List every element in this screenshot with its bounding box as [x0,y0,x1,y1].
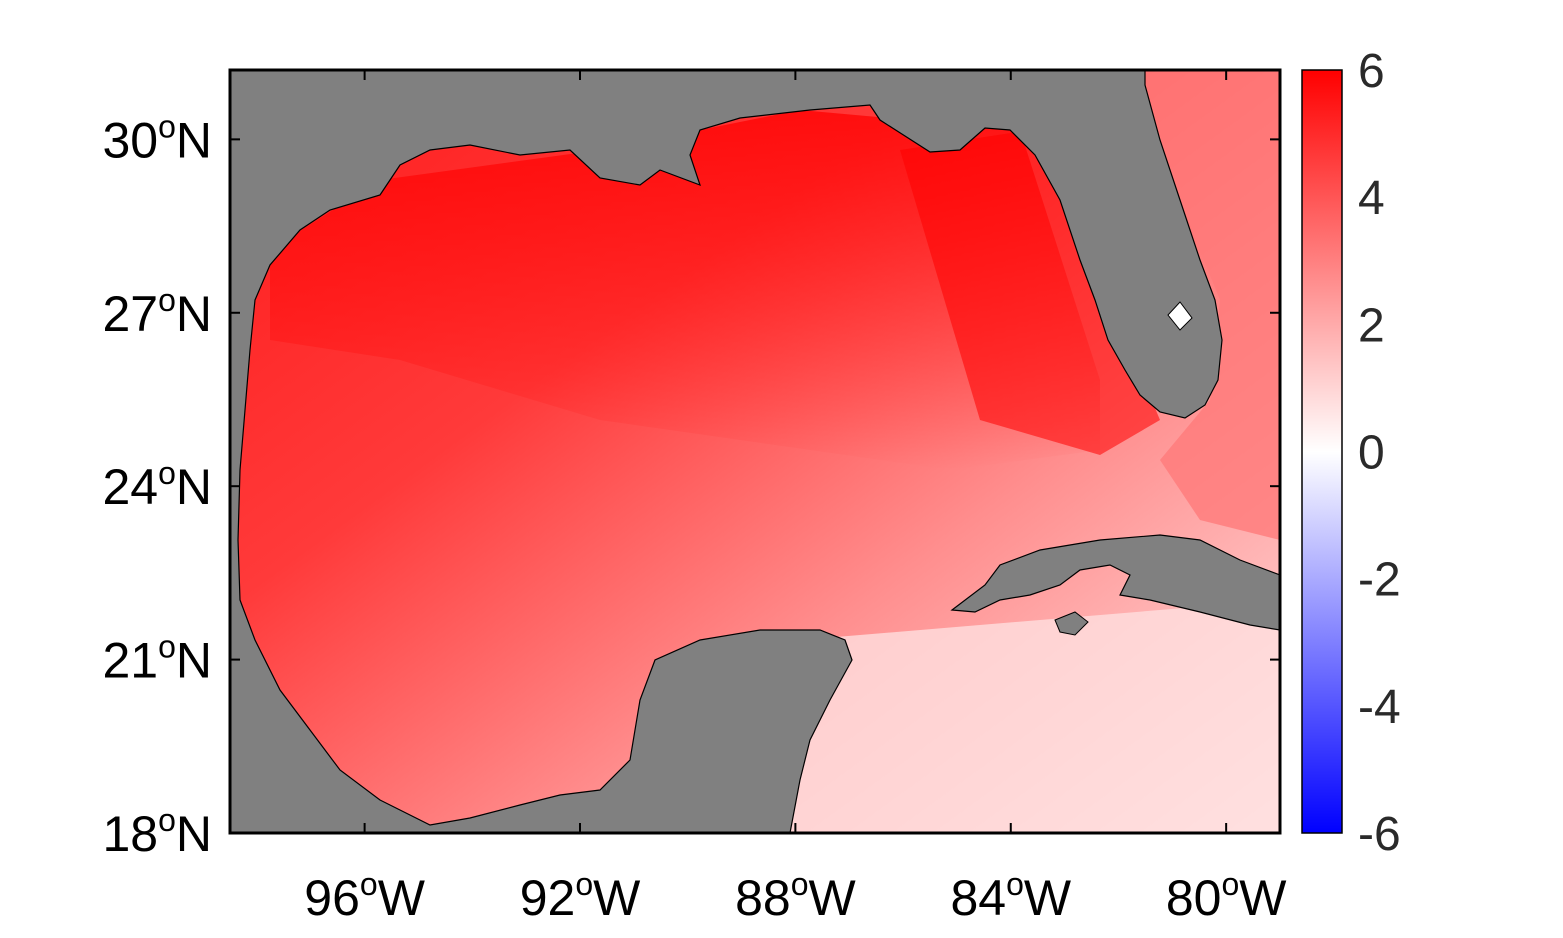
lon-tick-label: 92oW [520,866,641,926]
lat-tick-label: 18oN [102,802,212,862]
lat-tick-label-degrees: 18 [102,806,158,862]
lon-tick-label-hemisphere: W [1239,870,1287,926]
lon-tick-label-degree-symbol: o [1221,866,1239,902]
lat-tick-label: 21oN [102,629,212,689]
caribbean-field [790,600,1280,833]
northern-gulf-intensity [270,110,1100,470]
lon-tick-label-degrees: 96 [304,870,360,926]
lat-tick-label-degrees: 27 [102,286,158,342]
lat-tick-label-degree-symbol: o [158,455,176,491]
lat-tick-label-degrees: 30 [102,112,158,168]
lat-tick-label-degree-symbol: o [158,802,176,838]
lon-tick-label-degree-symbol: o [575,866,593,902]
colorbar: 6 4 2 0 -2 -4 -6 [1301,45,1401,861]
lat-tick-label-hemisphere: N [176,459,212,515]
colorbar-gradient [1301,69,1343,834]
lat-tick-label-hemisphere: N [176,633,212,689]
lon-tick-label: 88oW [735,866,856,926]
lon-tick-label-hemisphere: W [593,870,641,926]
lat-tick-label: 27oN [102,282,212,342]
colorbar-tick-label: -6 [1358,808,1401,861]
lon-tick-label-degree-symbol: o [791,866,809,902]
eastern-shelf-intensity [900,130,1160,455]
lon-tick-label: 84oW [950,866,1071,926]
lat-tick-label-degree-symbol: o [158,282,176,318]
lat-tick-label-degree-symbol: o [158,629,176,665]
lat-tick-label: 30oN [102,108,212,168]
lon-tick-label-degrees: 80 [1166,870,1222,926]
lat-tick-label: 24oN [102,455,212,515]
land-isla-juventud [1054,611,1089,636]
colorbar-tick-label: 4 [1358,172,1385,225]
land-cuba [950,534,1280,631]
lat-tick-label-degree-symbol: o [158,108,176,144]
lat-tick-label-degrees: 24 [102,459,158,515]
lon-tick-label-hemisphere: W [1024,870,1072,926]
lat-tick-label-hemisphere: N [176,112,212,168]
atlantic-field [1145,70,1280,540]
lon-tick-label-hemisphere: W [808,870,856,926]
land-lake-okeechobee [1167,301,1193,331]
lon-tick-label-degree-symbol: o [1006,866,1024,902]
lon-tick-label-degrees: 84 [950,870,1006,926]
colorbar-labels: 6 4 2 0 -2 -4 -6 [1358,45,1401,861]
lat-tick-label-hemisphere: N [176,806,212,862]
colorbar-tick-label: 2 [1358,299,1385,352]
colorbar-tick-label: -4 [1358,681,1401,734]
colorbar-tick-label: 0 [1358,427,1385,480]
lon-tick-label: 96oW [304,866,425,926]
lat-tick-label-degrees: 21 [102,633,158,689]
lon-tick-label-degree-symbol: o [360,866,378,902]
map-axes [230,70,1280,833]
lat-tick-label-hemisphere: N [176,286,212,342]
lon-tick-label-degrees: 92 [520,870,576,926]
lon-tick-label-hemisphere: W [378,870,426,926]
longitude-axis: 96oW 92oW 88oW 84oW 80oW [304,70,1287,926]
lon-tick-label-degrees: 88 [735,870,791,926]
land-north-america [230,70,1223,833]
colorbar-tick-label: -2 [1358,554,1401,607]
colorbar-tick-label: 6 [1358,45,1385,98]
lon-tick-label: 80oW [1166,866,1287,926]
map-frame [228,68,1282,835]
